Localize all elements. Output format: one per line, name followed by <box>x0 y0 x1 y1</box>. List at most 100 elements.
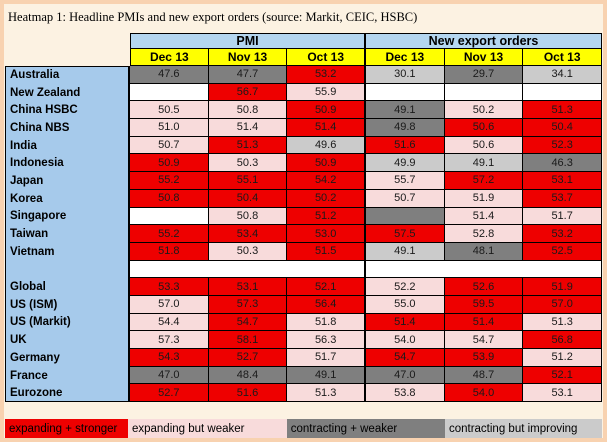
data-cell <box>365 207 445 226</box>
data-cell: 51.4 <box>444 313 524 332</box>
data-cell: 52.7 <box>130 384 209 403</box>
data-cell: 49.8 <box>365 119 445 137</box>
data-cell: 58.1 <box>208 331 288 349</box>
legend-item-expanding-stronger: expanding + stronger <box>5 419 128 438</box>
column-header-pmi-oct13: Oct 13 <box>287 49 366 66</box>
row-label: US (Markit) <box>5 313 130 332</box>
data-cell: 50.4 <box>523 119 602 137</box>
data-cell: 51.4 <box>208 119 288 137</box>
data-cell: 55.7 <box>365 172 445 190</box>
separator-cell <box>444 260 524 279</box>
data-cell: 51.0 <box>130 119 209 137</box>
data-cell: 52.6 <box>444 278 524 296</box>
data-cell: 53.9 <box>444 349 524 367</box>
data-cell: 50.3 <box>208 242 288 261</box>
data-cell: 50.6 <box>444 119 524 137</box>
legend: expanding + stronger expanding but weake… <box>5 419 602 438</box>
data-cell <box>444 83 524 102</box>
data-cell: 55.2 <box>130 172 209 190</box>
data-cell: 59.5 <box>444 295 524 314</box>
separator-cell <box>365 260 445 279</box>
separator-cell <box>523 260 602 279</box>
data-cell: 47.0 <box>365 366 445 385</box>
data-cell: 57.0 <box>523 295 602 314</box>
data-cell: 53.4 <box>208 225 288 243</box>
row-label: France <box>5 366 130 385</box>
data-cell: 48.4 <box>208 366 288 385</box>
data-cell: 56.3 <box>287 331 366 349</box>
data-cell: 50.2 <box>444 101 524 120</box>
data-cell: 53.2 <box>287 66 366 84</box>
data-cell: 52.8 <box>444 225 524 243</box>
data-cell: 52.3 <box>523 136 602 155</box>
row-label: India <box>5 136 130 155</box>
data-cell: 52.1 <box>523 366 602 385</box>
data-cell: 51.7 <box>287 349 366 367</box>
data-cell: 51.8 <box>287 313 366 332</box>
separator-cell <box>287 260 366 279</box>
data-cell: 54.7 <box>208 313 288 332</box>
data-cell: 51.7 <box>523 207 602 226</box>
data-cell: 49.1 <box>287 366 366 385</box>
data-cell: 49.6 <box>287 136 366 155</box>
data-cell: 51.4 <box>444 207 524 226</box>
data-cell: 50.8 <box>208 101 288 120</box>
data-cell: 50.5 <box>130 101 209 120</box>
data-cell: 48.1 <box>444 242 524 261</box>
legend-item-expanding-but-weaker: expanding but weaker <box>127 419 287 438</box>
data-cell: 50.9 <box>287 154 366 173</box>
data-cell: 55.2 <box>130 225 209 243</box>
data-cell: 51.4 <box>287 119 366 137</box>
data-cell <box>523 83 602 102</box>
data-cell: 48.7 <box>444 366 524 385</box>
data-cell: 51.4 <box>365 313 445 332</box>
data-cell: 34.1 <box>523 66 602 84</box>
data-cell: 29.7 <box>444 66 524 84</box>
data-cell: 51.3 <box>208 136 288 155</box>
page-title: Heatmap 1: Headline PMIs and new export … <box>8 10 418 24</box>
data-cell <box>130 207 209 226</box>
column-group-pmi: PMI <box>130 33 366 49</box>
data-cell: 51.2 <box>523 349 602 367</box>
column-header-neo-nov13: Nov 13 <box>444 49 524 66</box>
data-cell: 53.2 <box>523 225 602 243</box>
data-cell: 52.2 <box>365 278 445 296</box>
data-cell: 49.1 <box>444 154 524 173</box>
data-cell: 54.7 <box>444 331 524 349</box>
data-cell: 51.3 <box>523 313 602 332</box>
data-cell: 50.7 <box>365 189 445 208</box>
data-cell: 50.6 <box>444 136 524 155</box>
data-cell: 50.2 <box>287 189 366 208</box>
data-cell <box>130 83 209 102</box>
data-cell: 57.2 <box>444 172 524 190</box>
column-header-pmi-dec13: Dec 13 <box>130 49 209 66</box>
data-cell: 52.5 <box>523 242 602 261</box>
data-cell: 53.3 <box>130 278 209 296</box>
data-cell: 53.8 <box>365 384 445 403</box>
data-cell: 51.3 <box>287 384 366 403</box>
data-cell: 49.9 <box>365 154 445 173</box>
data-cell: 57.5 <box>365 225 445 243</box>
data-cell: 53.0 <box>287 225 366 243</box>
legend-item-contracting-weaker: contracting + weaker <box>286 419 445 438</box>
row-label: Japan <box>5 172 130 190</box>
data-cell: 51.6 <box>365 136 445 155</box>
data-cell: 55.9 <box>287 83 366 102</box>
data-cell: 54.0 <box>444 384 524 403</box>
row-label: Global <box>5 278 130 296</box>
data-cell: 47.7 <box>208 66 288 84</box>
data-cell: 56.8 <box>523 331 602 349</box>
data-cell: 54.0 <box>365 331 445 349</box>
data-cell: 51.3 <box>523 101 602 120</box>
row-label: US (ISM) <box>5 295 130 314</box>
data-cell: 47.6 <box>130 66 209 84</box>
row-label: UK <box>5 331 130 349</box>
row-spacer-label <box>5 260 130 279</box>
data-cell: 55.1 <box>208 172 288 190</box>
row-label: China HSBC <box>5 101 130 120</box>
row-label: China NBS <box>5 119 130 137</box>
data-cell: 54.4 <box>130 313 209 332</box>
data-cell: 53.1 <box>523 172 602 190</box>
column-header-pmi-nov13: Nov 13 <box>208 49 288 66</box>
